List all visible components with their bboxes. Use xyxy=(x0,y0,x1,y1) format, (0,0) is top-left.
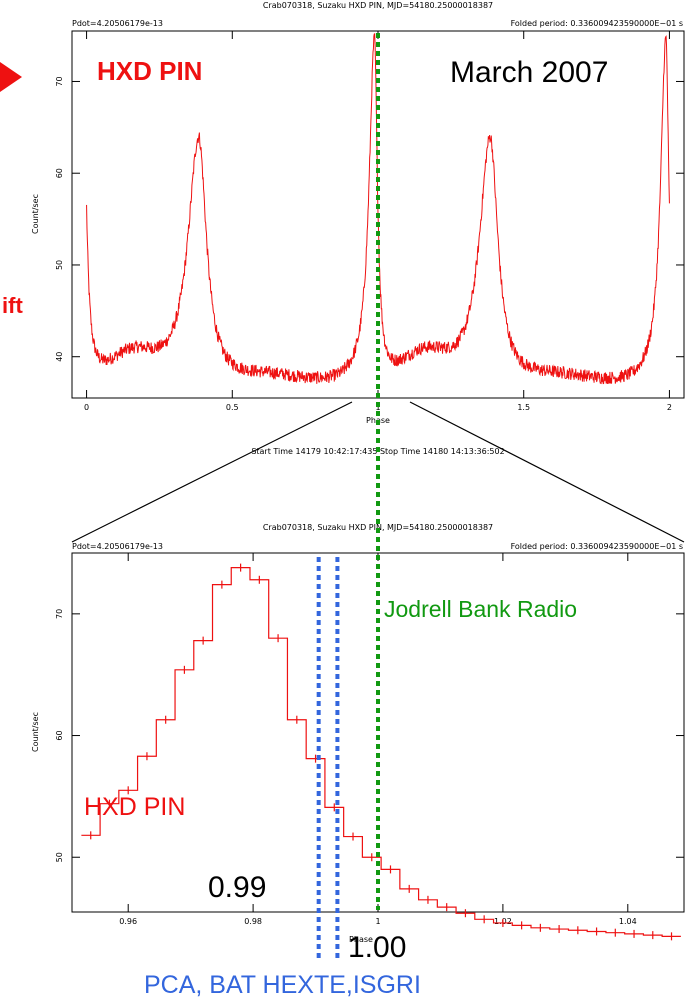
label-0-99: 0.99 xyxy=(208,871,266,904)
top-ylabel: Count/sec xyxy=(31,194,40,234)
left-cut-text: ift xyxy=(2,293,23,318)
bottom-header: Crab070318, Suzaku HXD PIN, MJD=54180.25… xyxy=(263,523,493,532)
radio-label: Jodrell Bank Radio xyxy=(384,596,577,622)
top-x-ticks: 0 0.5 1 1.5 2 xyxy=(84,31,672,412)
top-x-tick-label: 2 xyxy=(667,403,672,412)
bottom-pdot: Pdot=4.20506179e-13 xyxy=(72,542,163,551)
bottom-y-tick-label: 60 xyxy=(55,730,64,740)
label-1-00: 1.00 xyxy=(348,931,406,964)
top-y-tick-label: 40 xyxy=(55,352,64,362)
zoom-line-right xyxy=(409,401,685,543)
bottom-x-tick-label: 0.96 xyxy=(119,917,137,926)
top-plot: Crab070318, Suzaku HXD PIN, MJD=54180.25… xyxy=(0,1,685,456)
bottom-plot: Crab070318, Suzaku HXD PIN, MJD=54180.25… xyxy=(31,523,685,944)
zoom-line-left xyxy=(71,401,353,543)
top-x-tick-label: 0.5 xyxy=(226,403,239,412)
date-label: March 2007 xyxy=(450,56,608,89)
zoom-lines xyxy=(71,401,685,543)
bottom-x-tick-label: 1 xyxy=(375,917,380,926)
top-x-tick-label: 0 xyxy=(84,403,89,412)
bottom-y-ticks: 50 60 70 xyxy=(55,609,684,862)
top-y-tick-label: 50 xyxy=(55,260,64,270)
bottom-instrument-label: HXD PIN xyxy=(84,793,185,821)
top-period: Folded period: 0.336009423590000E−01 s xyxy=(511,19,683,28)
arrow-icon xyxy=(0,62,22,92)
top-x-tick-label: 1 xyxy=(375,403,380,412)
bottom-plot-frame xyxy=(71,552,685,913)
bottom-y-tick-label: 70 xyxy=(55,609,64,619)
bottom-y-tick-label: 50 xyxy=(55,852,64,862)
instruments-label: PCA, BAT HEXTE,ISGRI xyxy=(144,971,421,999)
top-y-tick-label: 60 xyxy=(55,168,64,178)
top-instrument-label: HXD PIN xyxy=(97,56,202,86)
bottom-error-bars xyxy=(90,563,673,941)
bottom-ylabel: Count/sec xyxy=(31,712,40,752)
bottom-x-tick-label: 1.04 xyxy=(619,917,637,926)
bottom-x-tick-label: 0.98 xyxy=(244,917,262,926)
top-y-ticks: 40 50 60 70 xyxy=(55,76,684,362)
bottom-period: Folded period: 0.336009423590000E−01 s xyxy=(511,542,683,551)
top-y-tick-label: 70 xyxy=(55,76,64,86)
bottom-xlabel: Phase xyxy=(349,935,373,944)
top-pdot: Pdot=4.20506179e-13 xyxy=(72,19,163,28)
annotation-overlays: Jodrell Bank Radio 0.99 1.00 PCA, BAT HE… xyxy=(144,33,577,999)
bottom-histogram xyxy=(81,567,681,937)
top-x-tick-label: 1.5 xyxy=(517,403,530,412)
top-header: Crab070318, Suzaku HXD PIN, MJD=54180.25… xyxy=(263,1,493,10)
